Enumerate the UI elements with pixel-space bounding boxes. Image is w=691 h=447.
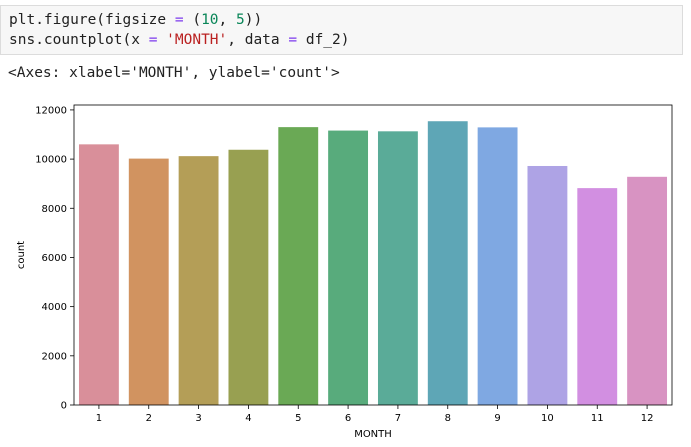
x-tick-label: 12: [641, 413, 654, 424]
bar-month-7: [377, 131, 418, 406]
code-line-2: sns.countplot(x = 'MONTH', data = df_2): [9, 32, 350, 48]
y-tick-label: 0: [61, 401, 67, 412]
x-tick-label: 7: [395, 413, 401, 424]
y-tick-label: 8000: [42, 204, 67, 215]
x-axis-label: MONTH: [354, 429, 392, 440]
bar-month-4: [228, 149, 269, 405]
bar-month-8: [427, 121, 468, 406]
bar-month-6: [328, 130, 369, 405]
x-tick-label: 3: [195, 413, 201, 424]
bar-month-10: [527, 165, 568, 405]
x-tick-label: 9: [494, 413, 500, 424]
x-tick-label: 10: [541, 413, 554, 424]
plot-frame: [73, 104, 673, 406]
x-tick-label: 8: [445, 413, 451, 424]
bar-month-5: [278, 127, 319, 405]
output-text: <Axes: xlabel='MONTH', ylabel='count'>: [8, 65, 340, 81]
y-tick-label: 12000: [35, 105, 67, 116]
bar-month-9: [477, 127, 518, 405]
bar-month-2: [128, 158, 169, 405]
x-tick-label: 4: [245, 413, 251, 424]
y-tick-label: 10000: [35, 155, 67, 166]
bar-month-12: [627, 176, 668, 405]
code-cell[interactable]: plt.figure(figsize = (10, 5)) sns.countpl…: [0, 5, 683, 55]
bar-month-11: [577, 188, 618, 405]
bar-month-1: [78, 144, 119, 405]
x-tick-label: 2: [146, 413, 152, 424]
y-tick-label: 2000: [42, 351, 67, 362]
y-tick-label: 6000: [42, 253, 67, 264]
x-tick-label: 6: [345, 413, 351, 424]
x-tick-label: 5: [295, 413, 301, 424]
y-axis-label: count: [16, 241, 27, 269]
x-tick-label: 1: [96, 413, 102, 424]
code-line-1: plt.figure(figsize = (10, 5)): [9, 12, 263, 28]
y-tick-label: 4000: [42, 302, 67, 313]
bar-month-3: [178, 156, 219, 405]
x-tick-label: 11: [591, 413, 604, 424]
